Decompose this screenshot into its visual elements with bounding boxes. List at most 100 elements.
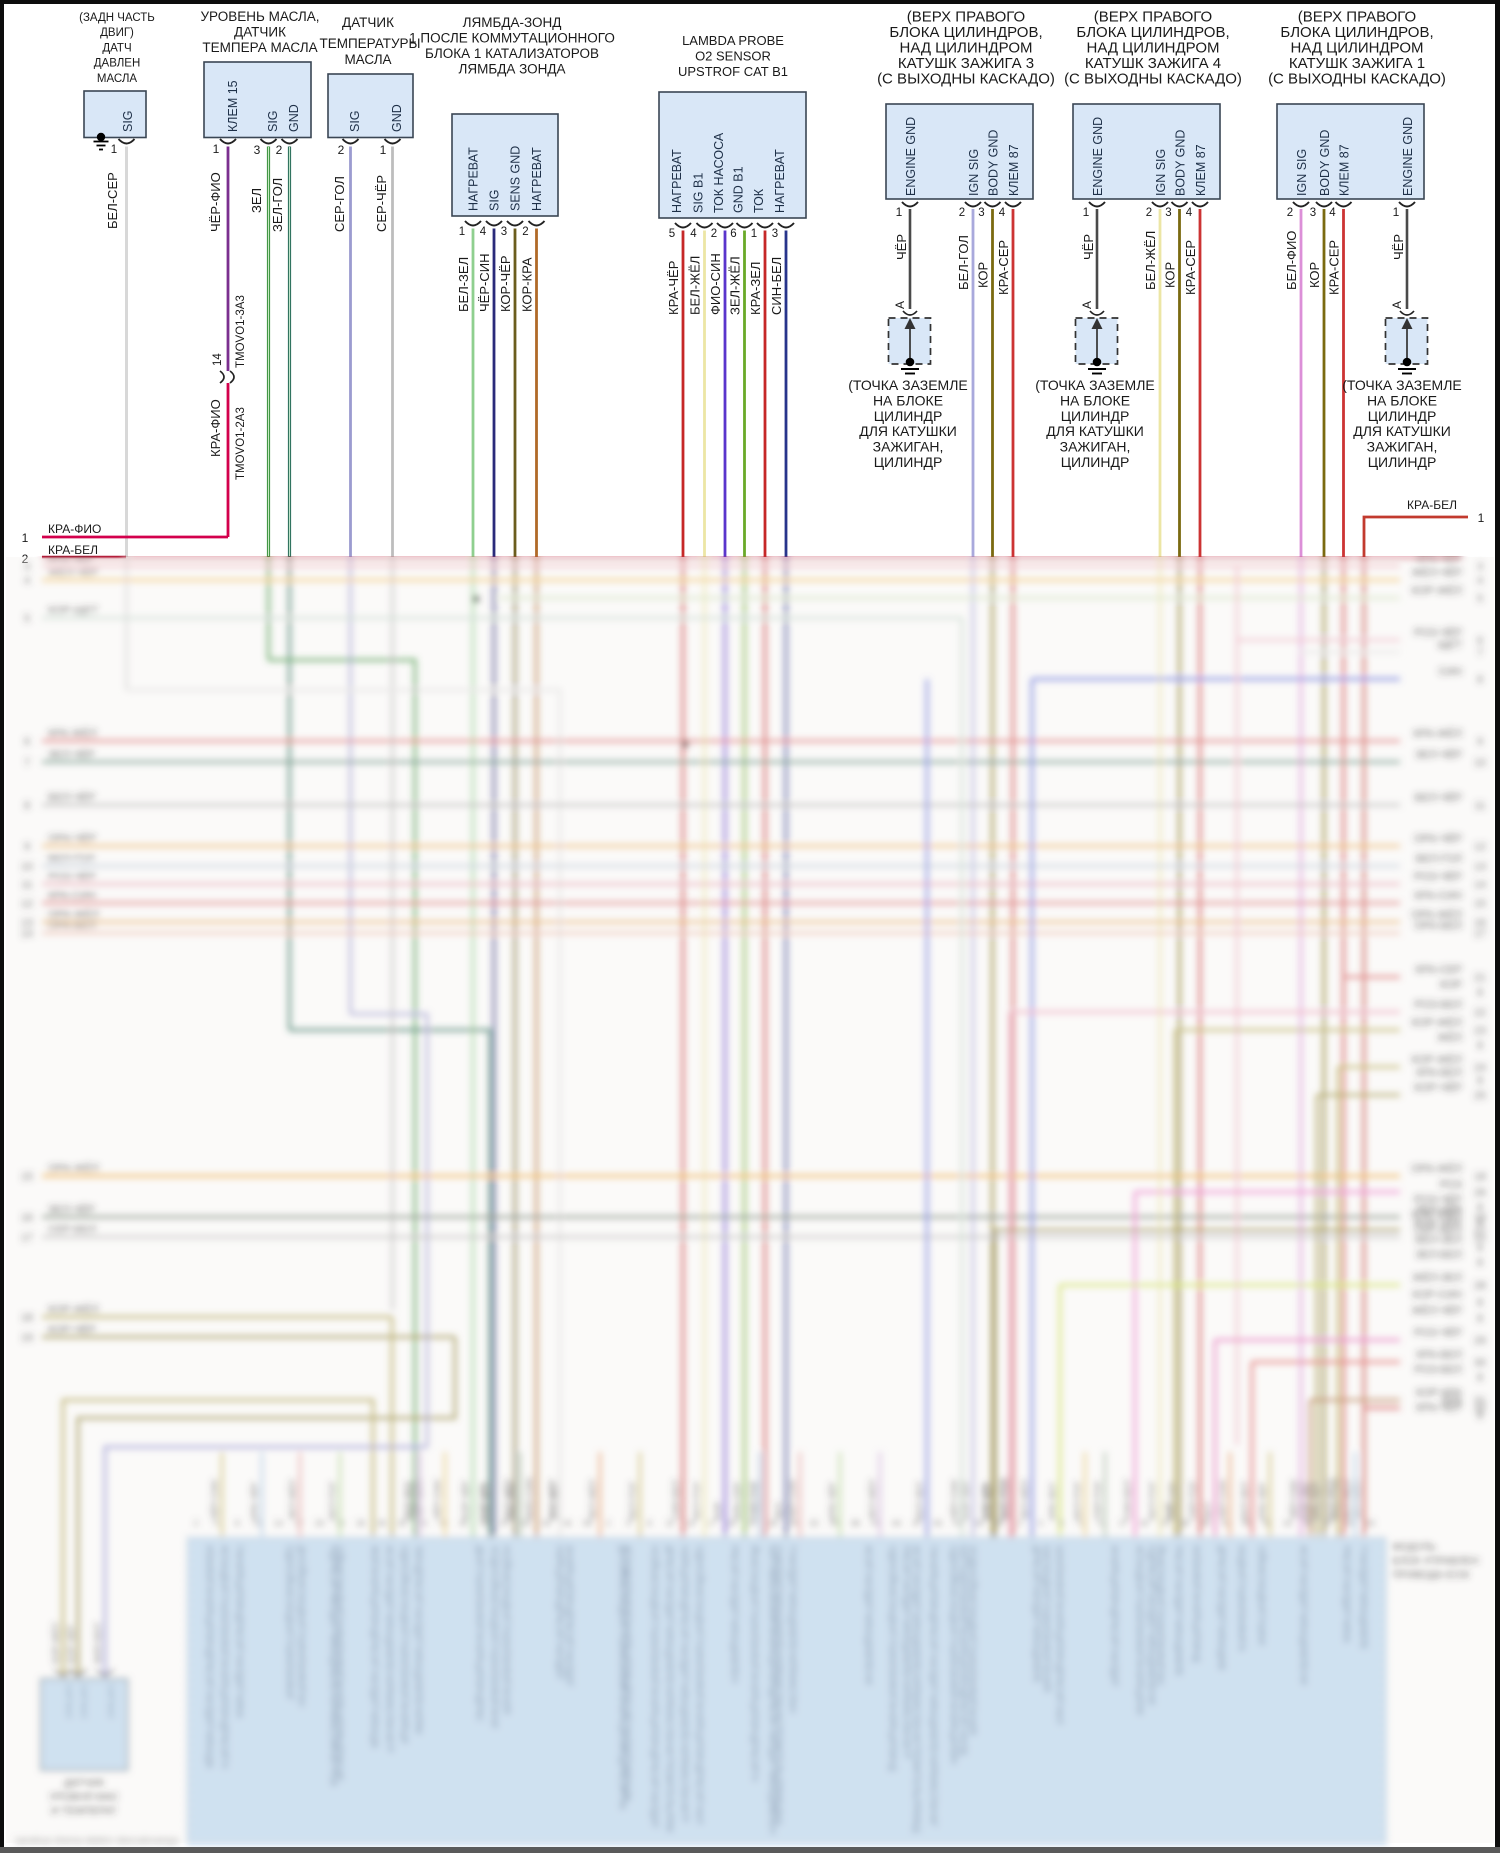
svg-text:КОР: КОР <box>713 1502 723 1520</box>
svg-text:АНИЯЦИЛИНДРАСИГНАЛДАТ: АНИЯЦИЛИНДРАСИГНАЛДАТ <box>1109 1545 1120 1687</box>
svg-text:15: 15 <box>1474 898 1486 910</box>
svg-text:ШКИЗАЖИГАНИЯЦИЛИНДРАСИГНАЛ: ШКИЗАЖИГАНИЯЦИЛИНДРАСИГНАЛ <box>1054 1545 1065 1725</box>
svg-text:АСИГНАЛДАТЧИКАДАВЛЕНИЯМАСЛАНАГ: АСИГНАЛДАТЧИКАДАВЛЕНИЯМАСЛАНАГР <box>384 1545 395 1753</box>
svg-text:38: 38 <box>1262 1518 1272 1528</box>
svg-text:5: 5 <box>1477 593 1483 605</box>
svg-text:LAMBDA PROBE: LAMBDA PROBE <box>682 33 784 48</box>
svg-text:8: 8 <box>1477 1257 1483 1269</box>
svg-text:КОР-ЖЁЛ: КОР-ЖЁЛ <box>48 1304 99 1316</box>
svg-text:ОДНОЙКАСКАДКАТУШКИЗАЖИГАНИЯЦИ: ОДНОЙКАСКАДКАТУШКИЗАЖИГАНИЯЦИ <box>399 1545 412 1744</box>
svg-text:SIG B1: SIG B1 <box>692 173 706 213</box>
svg-text:32: 32 <box>397 1518 407 1528</box>
svg-text:БЕЛ-СЕР: БЕЛ-СЕР <box>105 172 120 229</box>
svg-text:8: 8 <box>1477 1075 1483 1087</box>
svg-text:ENGINE GND: ENGINE GND <box>904 117 918 196</box>
svg-text:ГНАЛДАТЧИКАДАВЛЕНИЯМАСЛАН: ГНАЛДАТЧИКАДАВЛЕНИЯМАСЛАН <box>787 1545 798 1714</box>
svg-text:17: 17 <box>1474 928 1486 940</box>
svg-text:КРА-СЕР: КРА-СЕР <box>1415 964 1462 976</box>
svg-text:1 ПОСЛЕ КОММУТАЦИОННОГО: 1 ПОСЛЕ КОММУТАЦИОННОГО <box>409 31 615 46</box>
svg-text:КОР-ЧЁР: КОР-ЧЁР <box>66 1625 76 1664</box>
svg-text:РОЗ-БЕЛ: РОЗ-БЕЛ <box>1414 999 1462 1011</box>
svg-text:ЧЁР-ФИО: ЧЁР-ФИО <box>208 172 223 232</box>
svg-text:БЕЛ-ГОЛ: БЕЛ-ГОЛ <box>1148 1482 1158 1520</box>
svg-text:КРА-ЗЕЛ: КРА-ЗЕЛ <box>748 262 763 315</box>
svg-text:sanekua shema elektro oborudo: sanekua shema elektro oborudovaniya <box>15 1835 179 1846</box>
svg-text:КРА-ЧЁР: КРА-ЧЁР <box>1312 1482 1322 1520</box>
svg-text:КРА-СЕР: КРА-СЕР <box>733 1482 743 1520</box>
svg-text:ЛЯМБДА ЗОНДА: ЛЯМБДА ЗОНДА <box>458 62 565 77</box>
svg-text:ГАНИЯЦИЛИНДРАСИГНАЛДАТЧИКА: ГАНИЯЦИЛИНДРАСИГНАЛДАТЧИКА <box>234 1545 245 1719</box>
svg-text:2: 2 <box>606 1518 611 1528</box>
svg-text:SIG: SIG <box>488 189 502 211</box>
svg-text:КРА-ЧЁР: КРА-ЧЁР <box>1416 1402 1462 1414</box>
svg-text:15: 15 <box>21 1171 33 1183</box>
svg-text:5: 5 <box>1038 1518 1043 1528</box>
svg-text:И ТЕМПЕРАТ: И ТЕМПЕРАТ <box>51 1805 118 1817</box>
svg-text:TMOVO1-2A3: TMOVO1-2A3 <box>235 407 247 480</box>
svg-text:23: 23 <box>747 1518 757 1528</box>
svg-text:38: 38 <box>438 1518 448 1528</box>
svg-text:GND B1: GND B1 <box>732 166 746 213</box>
svg-text:2: 2 <box>22 552 29 566</box>
svg-text:КОР-ЧЁР: КОР-ЧЁР <box>498 255 513 312</box>
svg-text:10: 10 <box>1474 757 1486 769</box>
svg-text:УРОВНЯ МАС: УРОВНЯ МАС <box>49 1791 119 1803</box>
svg-text:МОДУЛЬ: МОДУЛЬ <box>1392 1541 1436 1553</box>
svg-text:МАСЛА: МАСЛА <box>344 52 391 67</box>
svg-text:БЕЛ-ЖЁЛ: БЕЛ-ЖЁЛ <box>503 1479 513 1520</box>
svg-text:ФИО-СИН: ФИО-СИН <box>525 1477 535 1520</box>
svg-text:ДРАСИГНАЛДАТЧИКАДАВ: ДРАСИГНАЛДАТЧИКАДАВ <box>1216 1545 1227 1671</box>
svg-text:ЗАЖИГАН,: ЗАЖИГАН, <box>1060 439 1131 455</box>
svg-text:23: 23 <box>1159 1518 1169 1528</box>
svg-text:РАСИГНАЛДАТЧИКАДАВЛЕН: РАСИГНАЛДАТЧИКАДАВЛЕН <box>729 1545 740 1684</box>
svg-text:СЕР-ГОЛ: СЕР-ГОЛ <box>753 1481 763 1520</box>
svg-text:ДЛЯ КАТУШКИ: ДЛЯ КАТУШКИ <box>1046 423 1144 439</box>
svg-text:ЛИНДРАСИГНАЛДАТЧИКАДАВЛЕНИЯМ: ЛИНДРАСИГНАЛДАТЧИКАДАВЛЕНИЯМ <box>413 1545 424 1734</box>
svg-text:КРА-БЕЛ: КРА-БЕЛ <box>1416 1349 1462 1361</box>
svg-text:КРА-ЗЕЛ: КРА-ЗЕЛ <box>1048 1483 1058 1520</box>
svg-text:КАДКАТУШКИЗАЖИГА: КАДКАТУШКИЗАЖИГА <box>1236 1545 1247 1652</box>
svg-text:2: 2 <box>711 228 717 240</box>
svg-text:КРА-СЕР: КРА-СЕР <box>1183 240 1198 295</box>
svg-text:СИГНАЛ: СИГНАЛ <box>106 1684 116 1718</box>
svg-text:ОРА-ЧЁР: ОРА-ЧЁР <box>1414 833 1462 845</box>
svg-text:КОР-СИН: КОР-СИН <box>1412 1289 1462 1301</box>
svg-text:НА БЛОКЕ: НА БЛОКЕ <box>1060 392 1130 408</box>
svg-text:8: 8 <box>1059 1518 1064 1528</box>
svg-text:КОР-КРА: КОР-КРА <box>520 257 535 312</box>
svg-text:КРА-СИН: КРА-СИН <box>48 890 96 902</box>
svg-text:BODY GND: BODY GND <box>1318 130 1332 196</box>
svg-text:50: 50 <box>933 1518 943 1528</box>
svg-text:КИЗАЖИГАНИЯЦИЛИНД: КИЗАЖИГАНИЯЦИЛИНД <box>1191 1545 1202 1663</box>
svg-text:10: 10 <box>21 861 33 873</box>
svg-text:АТУШКИЗАЖИГАНИЯЦИЛИНДРАСИГНАЛД: АТУШКИЗАЖИГАНИЯЦИЛИНДРАСИГНАЛДАТЧИКАДА <box>622 1545 633 1802</box>
svg-text:КОР-ЧЁР: КОР-ЧЁР <box>1414 1082 1462 1094</box>
svg-text:АСИГНАЛДАТЧИКАДАВЛЕНИ: АСИГНАЛДАТЧИКАДАВЛЕНИ <box>863 1545 874 1685</box>
svg-text:АСКАДКАТУШКИЗАЖИГАНИЯЦИЛИНДРАС: АСКАДКАТУШКИЗАЖИГАНИЯЦИЛИНДРАСИГН <box>219 1545 230 1769</box>
svg-text:2: 2 <box>1018 1518 1023 1528</box>
svg-text:ОРА-ЖЁЛ: ОРА-ЖЁЛ <box>48 1163 99 1175</box>
svg-text:КРА-ЧЁР: КРА-ЧЁР <box>1258 1482 1268 1520</box>
svg-text:59: 59 <box>583 1518 593 1528</box>
svg-text:GND: GND <box>287 104 301 132</box>
svg-text:8: 8 <box>1477 674 1483 686</box>
svg-text:НАГРЕВАТ: НАГРЕВАТ <box>773 149 787 213</box>
svg-text:ДКАТУШКИЗАЖИГАНИЯЦИЛИНДРАС: ДКАТУШКИЗАЖИГАНИЯЦИЛИНДРАС <box>474 1545 485 1722</box>
svg-text:СЕР-БЕЛ: СЕР-БЕЛ <box>48 1224 96 1236</box>
svg-text:НОЙКАСКАДКАТУШКИЗАЖИГАНИЯ: НОЙКАСКАДКАТУШКИЗАЖИГАНИЯ <box>501 1545 514 1715</box>
svg-text:НА БЛОКЕ: НА БЛОКЕ <box>1367 392 1437 408</box>
svg-text:КАТУШК ЗАЖИГА 4: КАТУШК ЗАЖИГА 4 <box>1085 55 1221 72</box>
svg-text:14: 14 <box>212 353 224 366</box>
svg-text:SIG: SIG <box>121 110 135 132</box>
svg-text:1: 1 <box>896 205 903 219</box>
svg-text:КОР-КРА: КОР-КРА <box>478 1482 488 1520</box>
svg-text:4: 4 <box>999 207 1006 219</box>
svg-text:СИН-БЕЛ: СИН-БЕЛ <box>1123 1480 1133 1520</box>
svg-text:БЕЛ-ФИО: БЕЛ-ФИО <box>1284 231 1299 290</box>
svg-text:ФИО-СИН: ФИО-СИН <box>1001 1477 1011 1520</box>
svg-text:ДЛЯ КАТУШКИ: ДЛЯ КАТУШКИ <box>859 423 957 439</box>
svg-text:4: 4 <box>1477 575 1483 587</box>
svg-text:1: 1 <box>459 226 465 238</box>
svg-text:30: 30 <box>1474 1357 1486 1369</box>
svg-text:17: 17 <box>1118 1518 1128 1528</box>
